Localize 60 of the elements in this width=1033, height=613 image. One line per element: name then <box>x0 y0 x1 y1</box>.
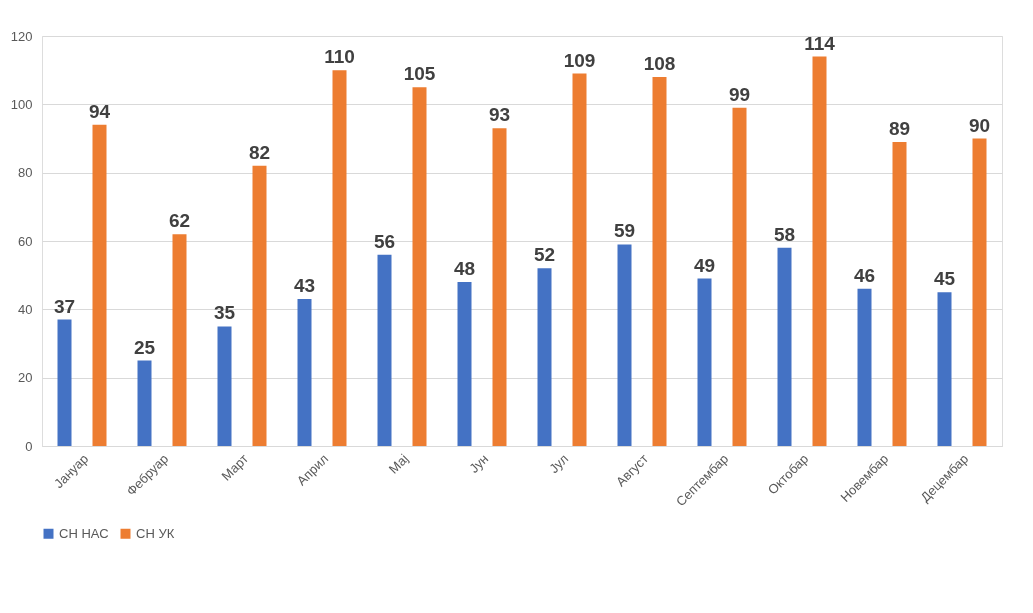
data-label: 62 <box>168 210 191 232</box>
data-label: 110 <box>324 46 355 68</box>
data-label: 48 <box>453 258 476 279</box>
bar <box>812 56 827 446</box>
bar <box>652 77 667 446</box>
bar <box>732 107 747 446</box>
data-label: 37 <box>53 295 76 317</box>
data-label: 43 <box>293 275 316 297</box>
data-label: 59 <box>613 220 636 242</box>
data-label: 49 <box>693 254 716 276</box>
x-tick-label: Јул <box>546 451 572 477</box>
data-label: 90 <box>968 114 991 136</box>
bar <box>252 165 267 446</box>
bar <box>537 268 552 446</box>
data-label: 82 <box>248 141 271 163</box>
y-tick-label: 20 <box>18 370 33 386</box>
data-label: 58 <box>773 223 796 245</box>
data-label: 56 <box>373 230 396 252</box>
data-label: 99 <box>728 83 751 105</box>
bar <box>937 292 952 446</box>
data-label: 93 <box>488 104 511 126</box>
legend-label: СН УК <box>136 525 175 541</box>
data-label: 46 <box>853 264 876 286</box>
x-tick-label: Јун <box>466 451 492 476</box>
bar <box>572 73 587 446</box>
y-tick-label: 100 <box>10 96 33 112</box>
bar <box>332 70 347 446</box>
bar <box>137 360 152 446</box>
bar <box>217 326 232 446</box>
y-tick-label: 80 <box>18 165 33 181</box>
bar <box>377 254 392 446</box>
bar <box>697 278 712 446</box>
bar <box>172 234 187 446</box>
data-label: 89 <box>888 117 911 139</box>
legend-label: СН НАС <box>59 525 109 541</box>
y-tick-label: 60 <box>18 233 33 249</box>
data-label: 109 <box>563 49 596 71</box>
data-label: 105 <box>403 63 436 85</box>
data-label: 35 <box>213 302 236 324</box>
bar <box>492 128 507 446</box>
y-tick-label: 120 <box>10 28 33 44</box>
data-label: 25 <box>133 336 156 358</box>
y-tick-label: 40 <box>18 301 33 317</box>
data-label: 52 <box>533 244 556 266</box>
bar <box>777 247 792 446</box>
bar <box>892 141 907 446</box>
bar <box>57 319 72 446</box>
bar <box>617 244 632 446</box>
data-label: 45 <box>933 268 956 290</box>
bar <box>412 87 427 446</box>
data-label: 114 <box>804 32 836 54</box>
bar <box>92 124 107 446</box>
data-label: 94 <box>88 100 111 122</box>
x-tick-label: Мај <box>385 451 412 477</box>
bar <box>972 138 987 446</box>
bar <box>297 299 312 446</box>
y-tick-label: 0 <box>25 438 33 454</box>
bar <box>457 282 472 446</box>
bar <box>857 288 872 446</box>
data-label: 108 <box>643 53 676 74</box>
